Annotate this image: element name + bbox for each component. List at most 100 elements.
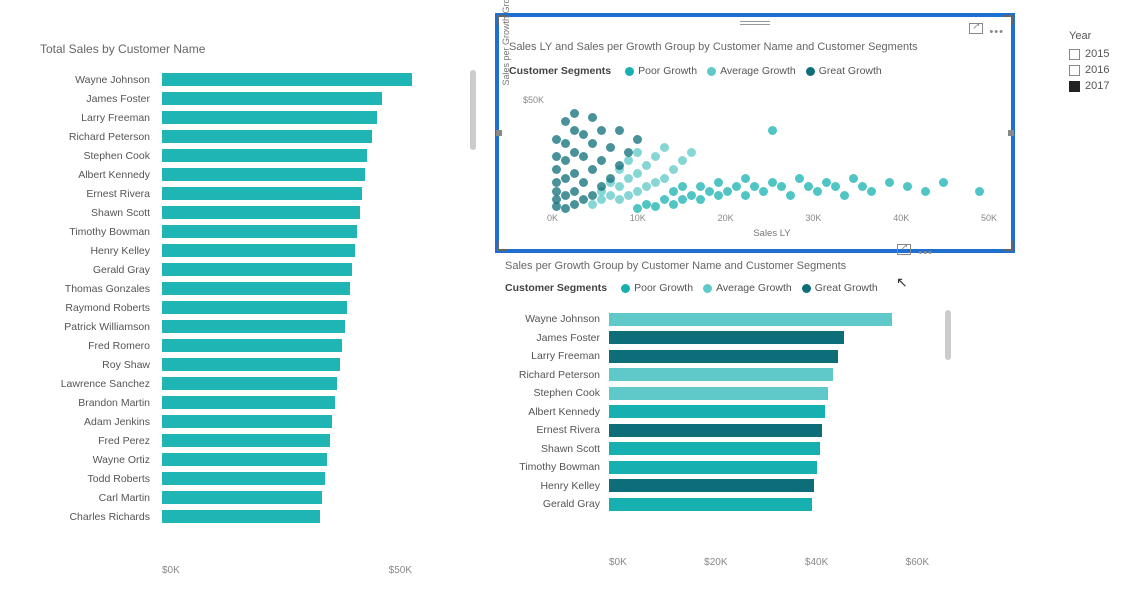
bar[interactable]	[162, 434, 330, 447]
bar-row[interactable]: Wayne Johnson	[162, 70, 412, 89]
legend-item[interactable]: Average Growth	[707, 65, 796, 77]
scatter-point[interactable]	[615, 182, 624, 191]
bar-row[interactable]: Henry Kelley	[162, 241, 412, 260]
scatter-point[interactable]	[633, 169, 642, 178]
bar[interactable]	[162, 206, 360, 219]
slicer-option[interactable]: 2015	[1069, 46, 1129, 62]
scatter-point[interactable]	[678, 195, 687, 204]
checkbox-icon[interactable]	[1069, 81, 1080, 92]
bar[interactable]	[609, 405, 825, 418]
bar-row[interactable]: Timothy Bowman	[162, 222, 412, 241]
bar-row[interactable]: Charles Richards	[162, 507, 412, 526]
scatter-point[interactable]	[633, 204, 642, 213]
bar-row[interactable]: Larry Freeman	[162, 108, 412, 127]
scatter-point[interactable]	[759, 187, 768, 196]
scatter-point[interactable]	[777, 182, 786, 191]
scatter-point[interactable]	[642, 182, 651, 191]
bar-row[interactable]: Fred Romero	[162, 336, 412, 355]
scatter-point[interactable]	[804, 182, 813, 191]
scatter-point[interactable]	[813, 187, 822, 196]
bar[interactable]	[609, 331, 844, 344]
scatter-point[interactable]	[588, 165, 597, 174]
scatter-point[interactable]	[921, 187, 930, 196]
bar-row[interactable]: Albert Kennedy	[609, 403, 929, 422]
scatter-point[interactable]	[768, 126, 777, 135]
scatter-point[interactable]	[705, 187, 714, 196]
bar-row[interactable]: Richard Peterson	[609, 366, 929, 385]
scatter-point[interactable]	[696, 182, 705, 191]
bar-row[interactable]: Richard Peterson	[162, 127, 412, 146]
scatter-point[interactable]	[606, 174, 615, 183]
bar[interactable]	[162, 92, 382, 105]
scatter-point[interactable]	[624, 174, 633, 183]
scatter-point[interactable]	[633, 135, 642, 144]
bar-row[interactable]: Wayne Johnson	[609, 310, 929, 329]
scatter-point[interactable]	[552, 187, 561, 196]
scatter-point[interactable]	[750, 182, 759, 191]
scatter-point[interactable]	[615, 161, 624, 170]
scatter-point[interactable]	[597, 126, 606, 135]
bar-row[interactable]: Todd Roberts	[162, 469, 412, 488]
scatter-point[interactable]	[561, 191, 570, 200]
scatter-point[interactable]	[588, 139, 597, 148]
bar[interactable]	[609, 350, 838, 363]
scatter-point[interactable]	[552, 195, 561, 204]
scatter-point[interactable]	[642, 200, 651, 209]
scatter-point[interactable]	[669, 165, 678, 174]
legend-item[interactable]: Poor Growth	[621, 282, 693, 294]
scatter-point[interactable]	[831, 182, 840, 191]
sales-per-group-bar-chart[interactable]: ••• Sales per Growth Group by Customer N…	[505, 260, 955, 590]
scatter-point[interactable]	[885, 178, 894, 187]
scatter-point[interactable]	[624, 148, 633, 157]
scatter-point[interactable]	[606, 143, 615, 152]
bar-row[interactable]: Raymond Roberts	[162, 298, 412, 317]
legend-item[interactable]: Poor Growth	[625, 65, 697, 77]
scatter-point[interactable]	[561, 139, 570, 148]
scatter-point[interactable]	[903, 182, 912, 191]
scatter-point[interactable]	[687, 191, 696, 200]
bar[interactable]	[609, 424, 822, 437]
scatter-point[interactable]	[570, 200, 579, 209]
scatter-point[interactable]	[606, 191, 615, 200]
bar[interactable]	[162, 396, 335, 409]
bar[interactable]	[162, 130, 372, 143]
bar[interactable]	[162, 415, 332, 428]
scatter-point[interactable]	[588, 113, 597, 122]
resize-handle-icon[interactable]	[1008, 130, 1014, 136]
year-slicer[interactable]: Year 201520162017	[1069, 30, 1129, 94]
bar-row[interactable]: Carl Martin	[162, 488, 412, 507]
scatter-point[interactable]	[570, 187, 579, 196]
scatter-point[interactable]	[678, 182, 687, 191]
focus-mode-icon[interactable]	[897, 244, 911, 255]
slicer-option[interactable]: 2017	[1069, 78, 1129, 94]
bar-row[interactable]: Shawn Scott	[162, 203, 412, 222]
scatter-point[interactable]	[741, 174, 750, 183]
scatter-point[interactable]	[660, 174, 669, 183]
bar-row[interactable]: James Foster	[609, 329, 929, 348]
bar-row[interactable]: Adam Jenkins	[162, 412, 412, 431]
scatter-point[interactable]	[822, 178, 831, 187]
bar[interactable]	[162, 149, 367, 162]
bar-row[interactable]: Gerald Gray	[609, 495, 929, 514]
bar-row[interactable]: Roy Shaw	[162, 355, 412, 374]
scatter-point[interactable]	[570, 109, 579, 118]
legend-item[interactable]: Great Growth	[802, 282, 878, 294]
slicer-option[interactable]: 2016	[1069, 62, 1129, 78]
bar[interactable]	[162, 301, 347, 314]
bar[interactable]	[609, 387, 828, 400]
scatter-point[interactable]	[669, 200, 678, 209]
more-options-icon[interactable]: •••	[918, 247, 933, 259]
bar-row[interactable]: Henry Kelley	[609, 477, 929, 496]
scatter-point[interactable]	[561, 117, 570, 126]
resize-handle-icon[interactable]	[496, 130, 502, 136]
scatter-point[interactable]	[552, 152, 561, 161]
scatter-point[interactable]	[678, 156, 687, 165]
scatter-point[interactable]	[633, 187, 642, 196]
drag-handle-icon[interactable]	[740, 21, 770, 25]
bar[interactable]	[162, 111, 377, 124]
bar-row[interactable]: Ernest Rivera	[162, 184, 412, 203]
scatter-point[interactable]	[840, 191, 849, 200]
more-options-icon[interactable]: •••	[989, 26, 1004, 38]
scatter-point[interactable]	[696, 195, 705, 204]
bar[interactable]	[609, 461, 817, 474]
